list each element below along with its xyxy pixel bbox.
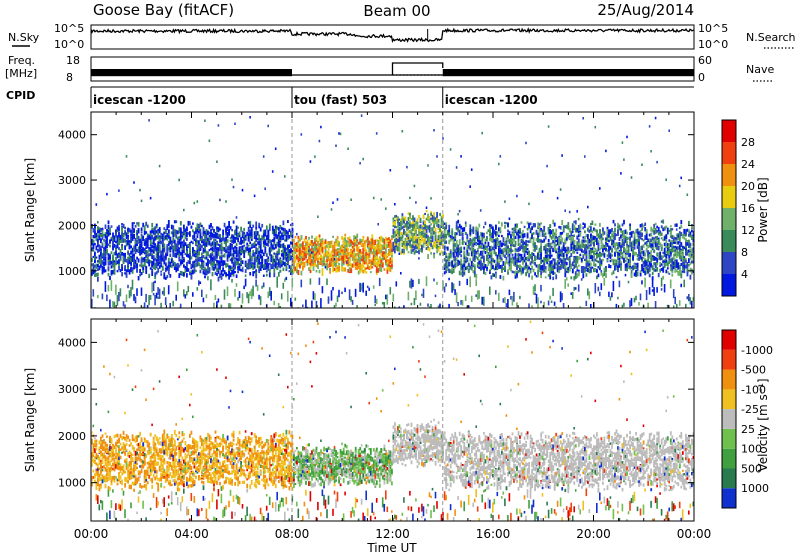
power-colorbar-swatch-4 [722, 186, 736, 208]
nave-bottom-tick: 0 [698, 71, 705, 84]
station-title: Goose Bay (fitACF) [93, 1, 234, 19]
power-colorbar-title: Power [dB] [756, 177, 770, 242]
velocity-colorbar: 1000 500 100 25 -25 -100 -500 -1000 [721, 329, 773, 509]
power-colorbar-swatch-0 [722, 274, 736, 296]
nsearch-top-tick: 10^5 [698, 22, 728, 35]
freq-series-band-0 [91, 69, 292, 77]
x-tick-label-2: 08:00 [275, 527, 310, 541]
power-axes: 1000 2000 3000 4000 [58, 112, 695, 308]
power-colorbar-label-0: 4 [741, 268, 748, 281]
power-colorbar-label-5: 24 [741, 158, 755, 171]
power-colorbar: 4 8 12 16 20 24 28 [721, 119, 755, 297]
nsearch-bottom-tick: 10^0 [698, 38, 728, 51]
date-title: 25/Aug/2014 [597, 1, 694, 19]
velocity-colorbar-swatch-4 [722, 409, 736, 429]
power-colorbar-label-3: 16 [741, 202, 755, 215]
power-ytick-label-3: 4000 [58, 129, 86, 142]
velocity-ylabel: Slant Range [km] [23, 368, 37, 472]
velocity-colorbar-label-0: 1000 [741, 482, 769, 495]
x-tick-label-1: 04:00 [174, 527, 209, 541]
power-colorbar-frame [721, 119, 737, 297]
power-colorbar-swatch-5 [722, 164, 736, 186]
freq-series-band-2 [442, 69, 695, 77]
velocity-colorbar-swatch-7 [722, 349, 736, 370]
nsky-bottom-tick: 10^0 [54, 38, 84, 51]
power-ylabel: Slant Range [km] [23, 158, 37, 262]
power-ytick-label-1: 2000 [58, 219, 86, 232]
nave-label: Nave [746, 63, 774, 76]
beam-title: Beam 00 [363, 2, 430, 20]
velocity-colorbar-label-5: -100 [741, 383, 766, 396]
power-colorbar-swatch-1 [722, 252, 736, 274]
power-colorbar-swatch-3 [722, 208, 736, 230]
velocity-axes: 1000 2000 3000 4000 [58, 319, 695, 521]
nsky-series-line [90, 27, 695, 43]
nsky-top-tick: 10^5 [54, 22, 84, 35]
nsky-label: N.Sky [8, 31, 40, 44]
freq-bottom-tick: 8 [66, 71, 73, 84]
power-colorbar-label-6: 28 [741, 136, 755, 149]
x-tick-label-3: 12:00 [375, 527, 410, 541]
x-axis-label: Time UT [366, 541, 417, 554]
x-tick-label-5: 20:00 [576, 527, 611, 541]
cpid-segment-label-2: icescan -1200 [445, 93, 538, 107]
nsky-strip-frame [90, 24, 695, 50]
cpid-segments: icescan -1200 tou (fast) 503 icescan -1200 [90, 87, 538, 108]
freq-trace [91, 62, 695, 77]
velocity-ytick-label-0: 1000 [58, 477, 86, 490]
velocity-panel-bg [91, 319, 694, 521]
velocity-colorbar-title: Velocity [m s⁻¹] [756, 378, 770, 471]
nsky-trace [90, 27, 695, 43]
velocity-colorbar-label-3: 25 [741, 423, 755, 436]
power-colorbar-swatch-2 [722, 230, 736, 252]
power-ytick-label-2: 3000 [58, 174, 86, 187]
power-colorbar-swatch-6 [722, 142, 736, 164]
velocity-colorbar-label-4: -25 [741, 403, 759, 416]
x-tick-labels: 00:00 04:00 08:00 12:00 16:00 20:00 00:00 [74, 527, 712, 541]
velocity-colorbar-label-6: -500 [741, 364, 766, 377]
x-tick-label-6: 00:00 [677, 527, 712, 541]
velocity-colorbar-label-1: 500 [741, 462, 762, 475]
cpid-segment-label-1: tou (fast) 503 [294, 93, 387, 107]
velocity-colorbar-label-2: 100 [741, 443, 762, 456]
velocity-colorbar-swatch-6 [722, 369, 736, 390]
power-colorbar-label-4: 20 [741, 180, 755, 193]
velocity-colorbar-swatch-5 [722, 389, 736, 410]
velocity-colorbar-swatch-3 [722, 428, 736, 449]
freq-top-tick: 18 [66, 54, 80, 67]
x-tick-label-4: 16:00 [476, 527, 511, 541]
nsearch-label: N.Search [746, 31, 796, 44]
cpid-label: CPID [6, 89, 35, 102]
velocity-colorbar-swatch-8 [722, 330, 736, 350]
velocity-ytick-label-1: 2000 [58, 430, 86, 443]
cpid-segment-label-0: icescan -1200 [93, 93, 186, 107]
nave-step-line [391, 62, 444, 75]
freq-unit-label: [MHz] [5, 67, 37, 80]
velocity-colorbar-label-7: -1000 [741, 344, 773, 357]
power-heatmap [91, 114, 694, 308]
velocity-heatmap [91, 320, 694, 521]
power-colorbar-label-2: 12 [741, 224, 755, 237]
power-colorbar-label-1: 8 [741, 246, 748, 259]
velocity-colorbar-swatch-0 [722, 488, 736, 508]
velocity-ytick-label-2: 3000 [58, 383, 86, 396]
power-colorbar-swatch-7 [722, 120, 736, 142]
velocity-colorbar-frame [721, 329, 737, 509]
freq-label: Freq. [8, 54, 35, 67]
x-tick-label-0: 00:00 [74, 527, 109, 541]
power-ytick-label-0: 1000 [58, 265, 86, 278]
velocity-ytick-label-3: 4000 [58, 336, 86, 349]
nave-top-tick: 60 [698, 54, 712, 67]
velocity-colorbar-swatch-2 [722, 448, 736, 469]
velocity-colorbar-swatch-1 [722, 468, 736, 489]
